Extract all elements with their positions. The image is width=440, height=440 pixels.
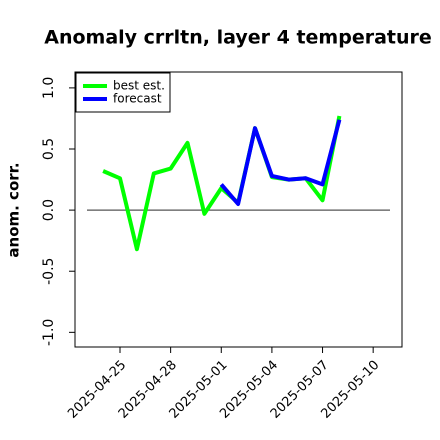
series-line	[102, 115, 342, 252]
y-axis-title: anom. corr.	[5, 162, 23, 257]
legend-label: best est.	[113, 79, 165, 93]
series-line	[219, 119, 342, 206]
chart-title: Anomaly crrltn, layer 4 temperature	[44, 27, 432, 49]
legend-label: forecast	[113, 92, 162, 106]
legend-box	[75, 72, 171, 113]
y-tick-label: 0.5	[41, 138, 57, 160]
y-tick-label: 1.0	[41, 77, 57, 99]
y-tick-label: -1.0	[41, 319, 57, 346]
plot-frame	[74, 71, 403, 348]
y-tick-label: 0.0	[41, 199, 57, 221]
y-tick-label: -0.5	[41, 258, 57, 285]
